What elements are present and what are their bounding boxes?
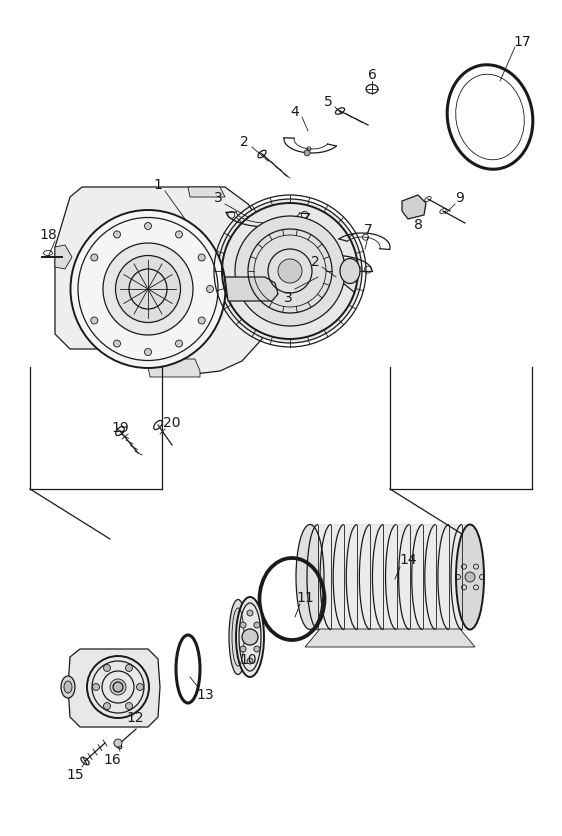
Circle shape <box>254 646 260 652</box>
Circle shape <box>103 703 111 710</box>
Text: 7: 7 <box>364 222 373 237</box>
Circle shape <box>114 739 122 747</box>
Circle shape <box>278 260 302 283</box>
Circle shape <box>93 684 99 691</box>
Circle shape <box>247 658 253 665</box>
Ellipse shape <box>236 597 264 677</box>
Ellipse shape <box>70 211 225 369</box>
Polygon shape <box>188 188 225 198</box>
Circle shape <box>125 703 133 710</box>
Text: 1: 1 <box>153 178 162 191</box>
Circle shape <box>144 223 152 230</box>
Circle shape <box>91 255 98 262</box>
Ellipse shape <box>64 681 72 693</box>
Circle shape <box>175 232 183 238</box>
Text: 20: 20 <box>163 415 181 430</box>
Ellipse shape <box>456 525 484 630</box>
Ellipse shape <box>229 599 247 675</box>
Ellipse shape <box>113 682 123 692</box>
Circle shape <box>198 255 205 262</box>
Text: 15: 15 <box>66 767 84 781</box>
Circle shape <box>144 349 152 356</box>
Ellipse shape <box>110 679 126 696</box>
Ellipse shape <box>87 656 149 718</box>
Polygon shape <box>148 359 200 378</box>
Circle shape <box>125 665 133 671</box>
Text: 11: 11 <box>296 590 314 604</box>
Circle shape <box>465 573 475 583</box>
Text: 9: 9 <box>456 191 464 205</box>
Circle shape <box>242 630 258 645</box>
Ellipse shape <box>340 259 360 284</box>
Text: 10: 10 <box>239 652 257 666</box>
Text: 2: 2 <box>239 135 248 149</box>
Polygon shape <box>225 278 278 302</box>
Circle shape <box>114 340 120 348</box>
Text: 3: 3 <box>284 291 292 304</box>
Text: 16: 16 <box>103 752 121 766</box>
Circle shape <box>137 684 143 691</box>
Circle shape <box>247 610 253 616</box>
Circle shape <box>198 318 205 324</box>
Text: 14: 14 <box>399 553 417 566</box>
Ellipse shape <box>61 676 75 698</box>
Text: 12: 12 <box>126 710 144 724</box>
Circle shape <box>235 217 345 327</box>
Polygon shape <box>55 188 268 375</box>
Text: 13: 13 <box>196 687 214 701</box>
Circle shape <box>240 622 246 628</box>
Polygon shape <box>402 196 426 220</box>
Polygon shape <box>55 246 72 270</box>
Text: 6: 6 <box>368 68 377 82</box>
Text: 8: 8 <box>414 217 423 232</box>
Text: 2: 2 <box>311 255 319 268</box>
Ellipse shape <box>103 244 193 335</box>
Circle shape <box>206 286 214 293</box>
Polygon shape <box>305 630 475 647</box>
Circle shape <box>304 150 310 156</box>
Circle shape <box>103 665 111 671</box>
Ellipse shape <box>116 256 180 323</box>
Circle shape <box>175 340 183 348</box>
Circle shape <box>114 232 120 238</box>
Text: 19: 19 <box>111 421 129 435</box>
Text: 18: 18 <box>39 227 57 242</box>
Circle shape <box>218 200 362 344</box>
Circle shape <box>254 622 260 628</box>
Circle shape <box>240 646 246 652</box>
Circle shape <box>91 318 98 324</box>
Text: 17: 17 <box>513 35 531 49</box>
Text: 4: 4 <box>291 104 300 119</box>
Polygon shape <box>68 650 160 727</box>
Text: 3: 3 <box>214 191 223 205</box>
Bar <box>310 525 470 630</box>
Ellipse shape <box>296 525 324 630</box>
Text: 5: 5 <box>324 95 332 109</box>
